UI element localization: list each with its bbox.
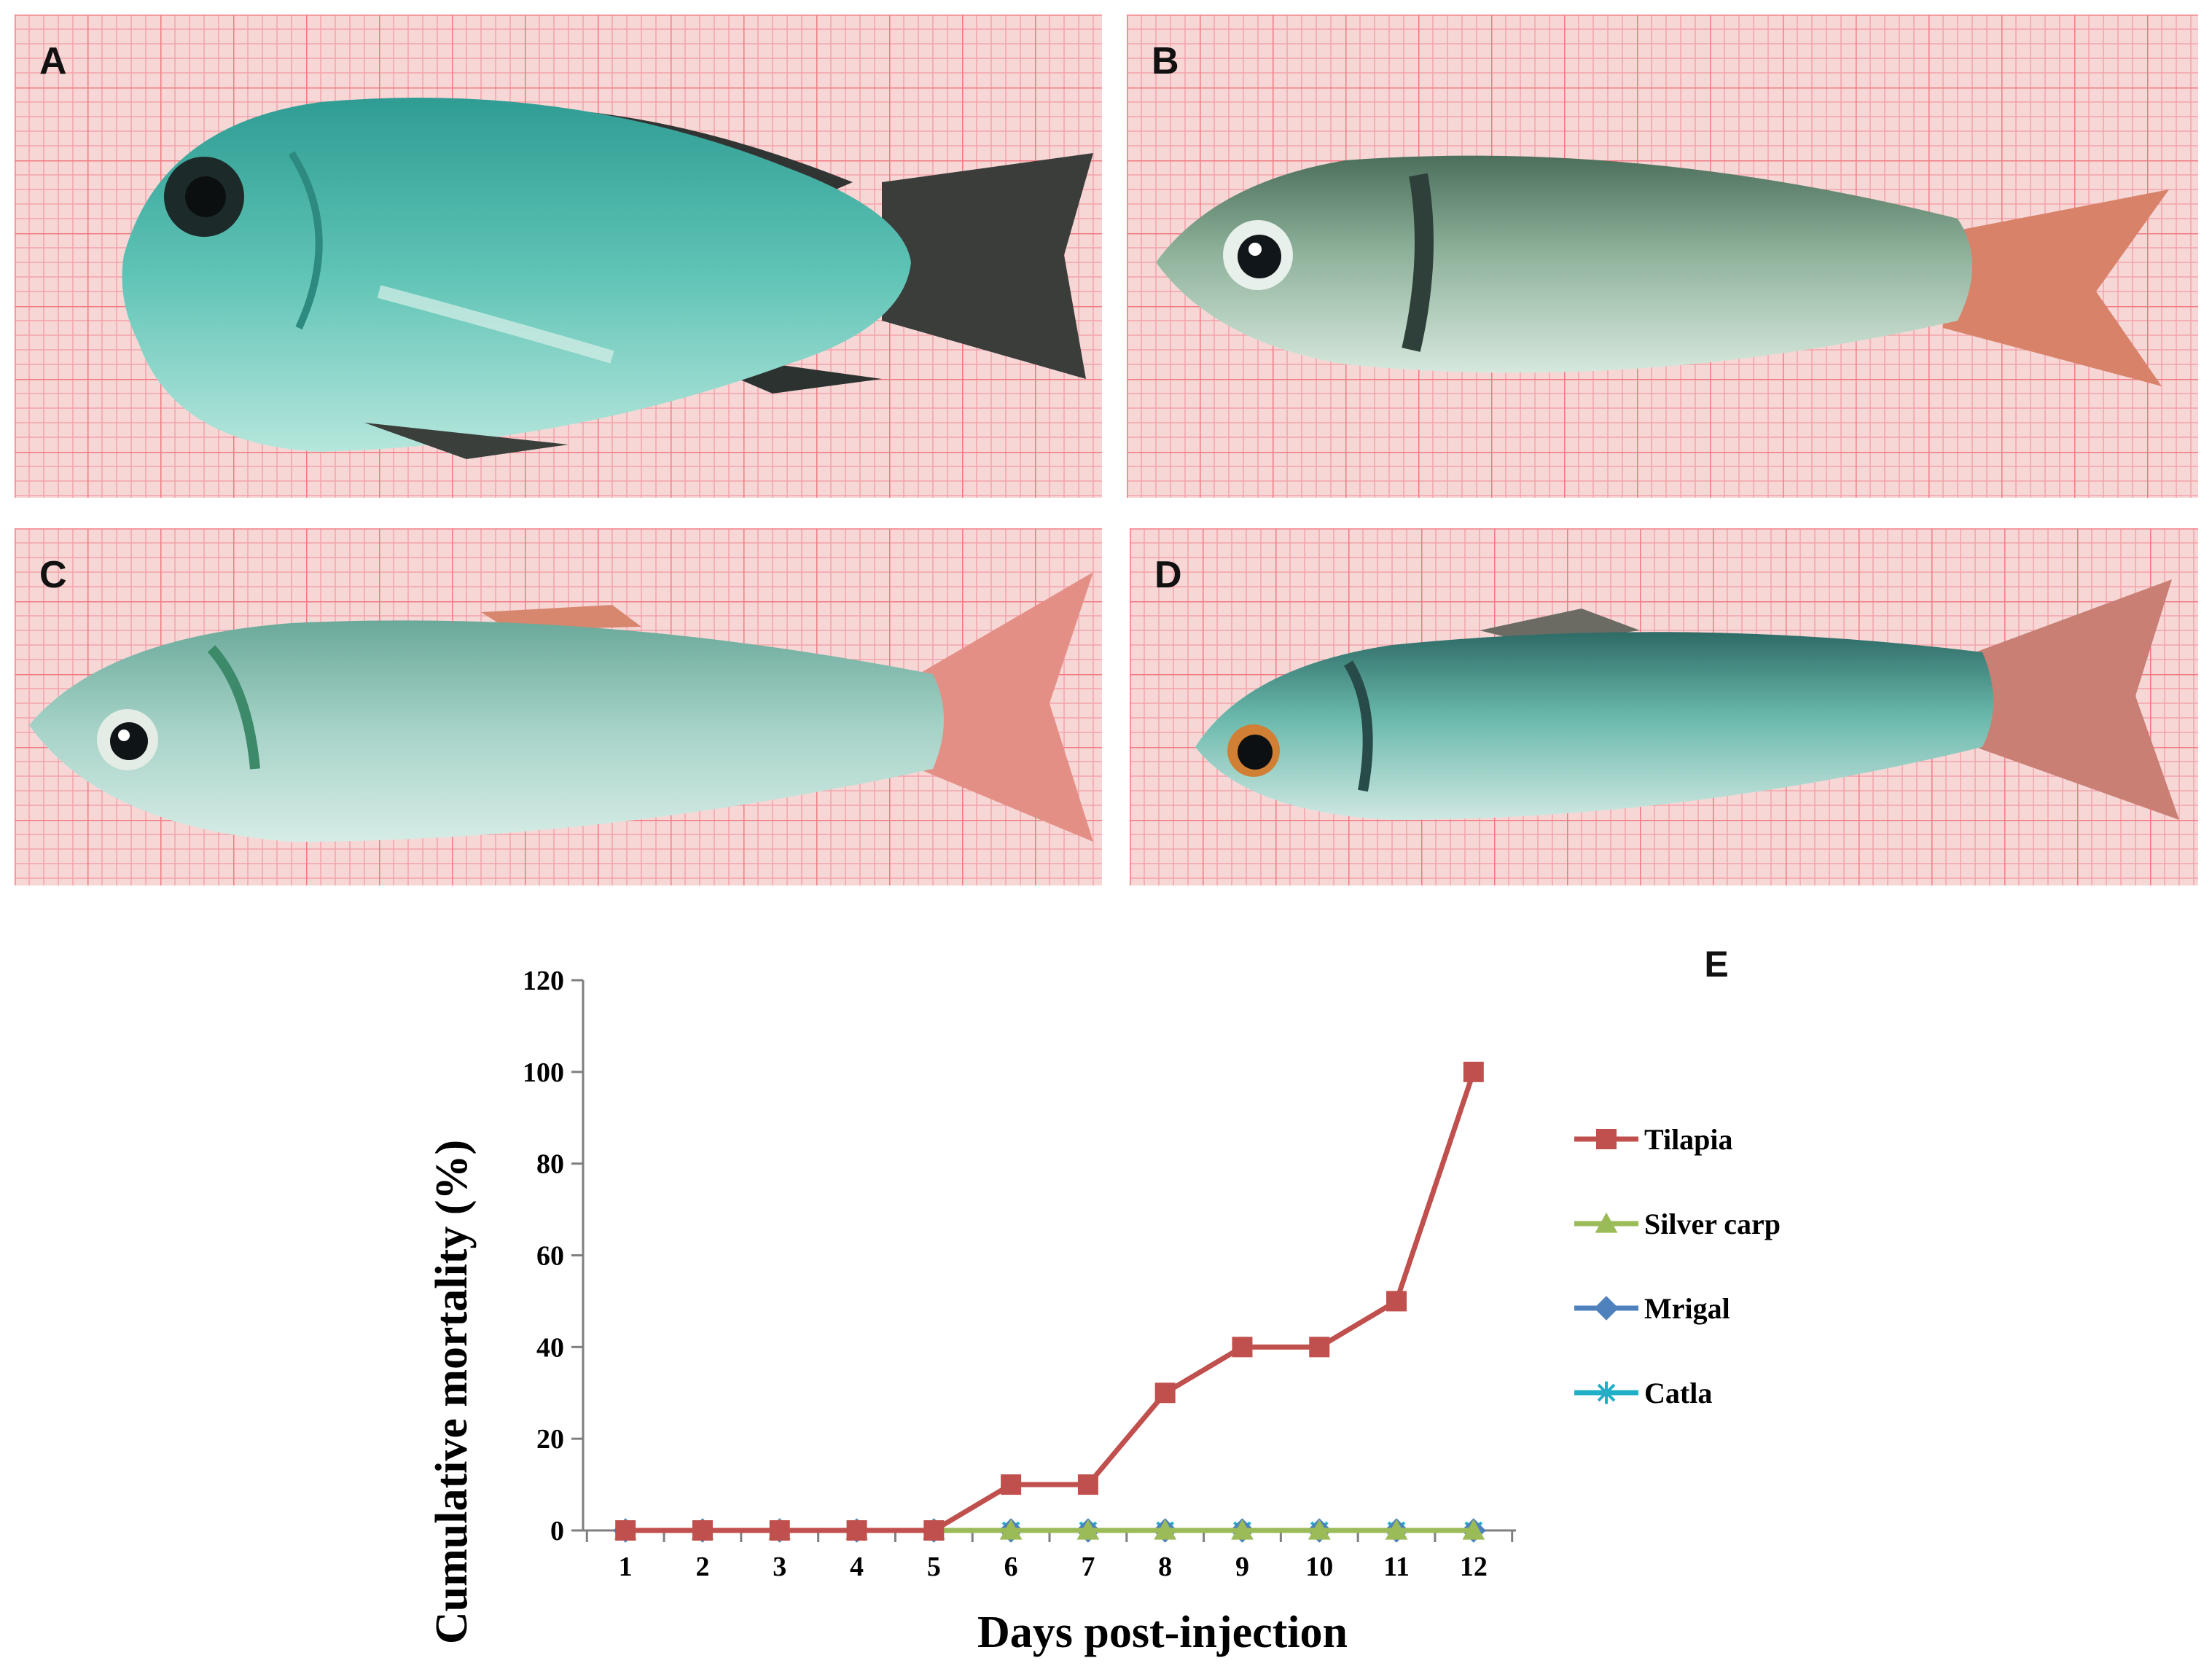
tilapia-photo (15, 15, 1102, 498)
legend-marker (1595, 1381, 1618, 1404)
x-tick-label: 11 (1383, 1552, 1410, 1582)
catla-photo (1130, 528, 2198, 885)
legend-label: Mrigal (1644, 1292, 1730, 1325)
y-tick-label: 20 (536, 1424, 564, 1455)
x-axis-title: Days post-injection (977, 1608, 1348, 1657)
legend-item-mrigal: Mrigal (1574, 1292, 1730, 1325)
photo-panel-d: D (1130, 528, 2198, 885)
chart-series (613, 1061, 1486, 1543)
photo-panel-c: C (15, 528, 1102, 885)
series-line-tilapia (625, 1071, 1477, 1533)
series-tilapia (615, 1061, 1484, 1541)
data-point-silver-carp (1076, 1519, 1100, 1540)
x-tick-label: 1 (619, 1552, 633, 1582)
data-point-tilapia (1309, 1337, 1330, 1358)
y-tick-label: 100 (523, 1057, 564, 1088)
legend-label: Silver carp (1644, 1208, 1781, 1240)
chart-legend: Tilapia Silver carp Mrigal Catla (1574, 1123, 1781, 1409)
legend-item-silver-carp: Silver carp (1574, 1208, 1781, 1240)
x-tick-label: 3 (773, 1552, 786, 1582)
x-tick-label: 7 (1081, 1552, 1095, 1582)
panel-label-c: C (39, 554, 67, 596)
data-point-tilapia (692, 1520, 713, 1541)
y-tick-label: 60 (536, 1241, 564, 1272)
x-tick-label: 5 (927, 1552, 941, 1582)
data-point-tilapia (1463, 1061, 1484, 1082)
data-point-tilapia (1154, 1382, 1176, 1404)
legend-item-catla: Catla (1574, 1377, 1712, 1409)
data-point-tilapia (1001, 1474, 1022, 1495)
panel-label-e: E (1704, 944, 1728, 985)
data-point-tilapia (1077, 1474, 1098, 1495)
y-tick-label: 40 (536, 1332, 564, 1363)
panel-label-a: A (39, 40, 67, 82)
photo-panel-a: A (15, 15, 1102, 498)
data-point-tilapia (769, 1520, 790, 1541)
data-point-tilapia (846, 1520, 867, 1541)
data-point-silver-carp (1154, 1519, 1177, 1540)
data-point-silver-carp (1231, 1519, 1254, 1540)
x-tick-label: 10 (1305, 1552, 1333, 1582)
data-point-silver-carp (1462, 1519, 1485, 1540)
y-tick-label: 0 (550, 1516, 564, 1546)
x-tick-label: 4 (850, 1552, 864, 1582)
mrigal-photo (15, 528, 1102, 885)
data-point-tilapia (1386, 1291, 1407, 1312)
x-tick-label: 6 (1004, 1552, 1018, 1582)
silver-carp-photo (1127, 15, 2198, 498)
legend-label: Tilapia (1644, 1123, 1733, 1156)
y-tick-label: 80 (536, 1149, 564, 1180)
y-axis-title: Cumulative mortality (%) (427, 1140, 477, 1644)
legend-label: Catla (1644, 1377, 1712, 1409)
panel-label-b: B (1152, 40, 1179, 82)
photo-panel-b: B (1127, 15, 2198, 498)
data-point-silver-carp (1385, 1519, 1408, 1540)
x-tick-label: 9 (1235, 1552, 1249, 1582)
data-point-tilapia (615, 1520, 636, 1541)
asterisk-stroke (1597, 1383, 1616, 1402)
x-tick-label: 8 (1158, 1552, 1172, 1582)
data-point-silver-carp (999, 1519, 1023, 1540)
data-point-tilapia (923, 1520, 945, 1541)
legend-marker (1596, 1129, 1617, 1149)
x-tick-label: 12 (1460, 1552, 1488, 1582)
data-point-silver-carp (1308, 1519, 1331, 1540)
legend-item-tilapia: Tilapia (1574, 1123, 1733, 1156)
y-tick-label: 120 (523, 966, 564, 996)
legend-marker (1594, 1296, 1619, 1321)
legend-marker (1595, 1212, 1618, 1233)
x-tick-label: 2 (695, 1552, 709, 1582)
panel-label-d: D (1154, 554, 1182, 596)
data-point-tilapia (1232, 1337, 1253, 1358)
